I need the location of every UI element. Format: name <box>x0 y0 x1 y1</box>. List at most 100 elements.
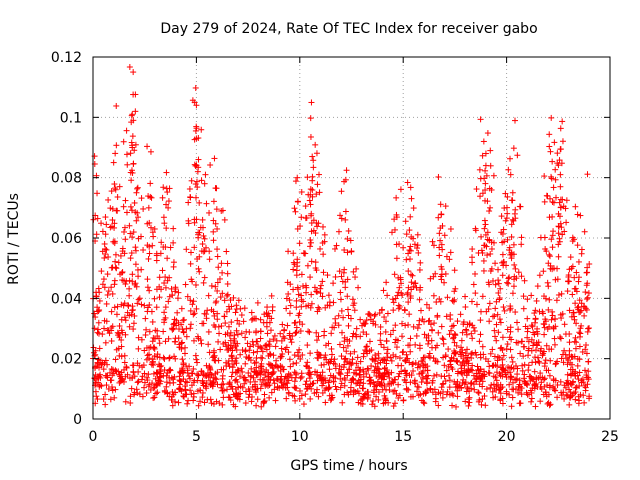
data-point <box>307 395 314 402</box>
data-point <box>151 394 158 401</box>
data-point <box>405 299 412 306</box>
data-point <box>192 127 199 134</box>
data-point <box>280 366 287 373</box>
data-point <box>129 278 136 285</box>
data-point <box>170 321 177 328</box>
data-point <box>299 283 306 290</box>
data-point <box>124 309 131 316</box>
data-point <box>199 224 206 231</box>
data-point <box>258 345 265 352</box>
data-point <box>465 366 472 373</box>
data-point <box>224 386 231 393</box>
data-point <box>130 160 137 167</box>
data-point <box>263 346 270 353</box>
data-point <box>541 331 548 338</box>
data-point <box>144 242 151 249</box>
data-point <box>186 375 193 382</box>
data-point <box>130 229 137 236</box>
data-point <box>263 342 270 349</box>
data-point <box>130 69 137 76</box>
data-point <box>341 382 348 389</box>
data-point <box>465 402 472 409</box>
data-point <box>532 315 539 322</box>
data-point <box>170 259 177 266</box>
data-point <box>215 323 222 330</box>
data-point <box>512 309 519 316</box>
data-point <box>245 355 252 362</box>
data-point <box>548 236 555 243</box>
data-point <box>254 396 261 403</box>
data-point <box>393 255 400 262</box>
data-point <box>109 216 116 223</box>
data-point <box>508 403 515 410</box>
data-point <box>274 376 281 383</box>
data-point <box>433 371 440 378</box>
data-point <box>111 238 118 245</box>
data-point <box>209 383 216 390</box>
data-point <box>138 336 145 343</box>
data-point <box>170 391 177 398</box>
data-point <box>241 305 248 312</box>
data-point <box>415 392 422 399</box>
data-point <box>101 360 108 367</box>
data-point <box>371 312 378 319</box>
data-point <box>219 401 226 408</box>
data-point <box>285 377 292 384</box>
data-point <box>179 326 186 333</box>
data-point <box>148 361 155 368</box>
data-point <box>298 188 305 195</box>
data-point <box>381 370 388 377</box>
data-point <box>313 150 320 157</box>
data-point <box>119 269 126 276</box>
data-point <box>552 176 559 183</box>
data-point <box>104 271 111 278</box>
data-point <box>138 301 145 308</box>
data-point <box>159 267 166 274</box>
data-point <box>204 396 211 403</box>
data-point <box>315 393 322 400</box>
data-point <box>302 282 309 289</box>
data-point <box>330 360 337 367</box>
data-point <box>113 102 120 109</box>
data-point <box>473 186 480 193</box>
data-point <box>572 203 579 210</box>
data-point <box>128 311 135 318</box>
data-point <box>207 377 214 384</box>
data-point <box>123 209 130 216</box>
data-point <box>336 268 343 275</box>
data-point <box>335 322 342 329</box>
data-point <box>204 307 211 314</box>
data-point <box>438 241 445 248</box>
data-point <box>569 392 576 399</box>
data-point <box>118 269 125 276</box>
data-point <box>586 325 593 332</box>
data-point <box>203 315 210 322</box>
data-point <box>193 102 200 109</box>
data-point <box>128 385 135 392</box>
data-point <box>116 371 123 378</box>
data-point <box>545 391 552 398</box>
data-point <box>91 153 98 160</box>
data-point <box>151 295 158 302</box>
data-point <box>189 301 196 308</box>
data-point <box>135 345 142 352</box>
data-point <box>219 387 226 394</box>
data-point <box>307 186 314 193</box>
data-point <box>426 305 433 312</box>
data-point <box>572 334 579 341</box>
data-point <box>407 295 414 302</box>
data-point <box>145 204 152 211</box>
data-point <box>437 298 444 305</box>
data-point <box>208 282 215 289</box>
data-point <box>584 280 591 287</box>
data-point <box>142 331 149 338</box>
data-point <box>96 383 103 390</box>
data-point <box>264 330 271 337</box>
data-point <box>98 361 105 368</box>
data-point <box>556 235 563 242</box>
data-point <box>463 388 470 395</box>
data-point <box>328 330 335 337</box>
data-point <box>564 377 571 384</box>
data-point <box>427 385 434 392</box>
data-point <box>523 389 530 396</box>
